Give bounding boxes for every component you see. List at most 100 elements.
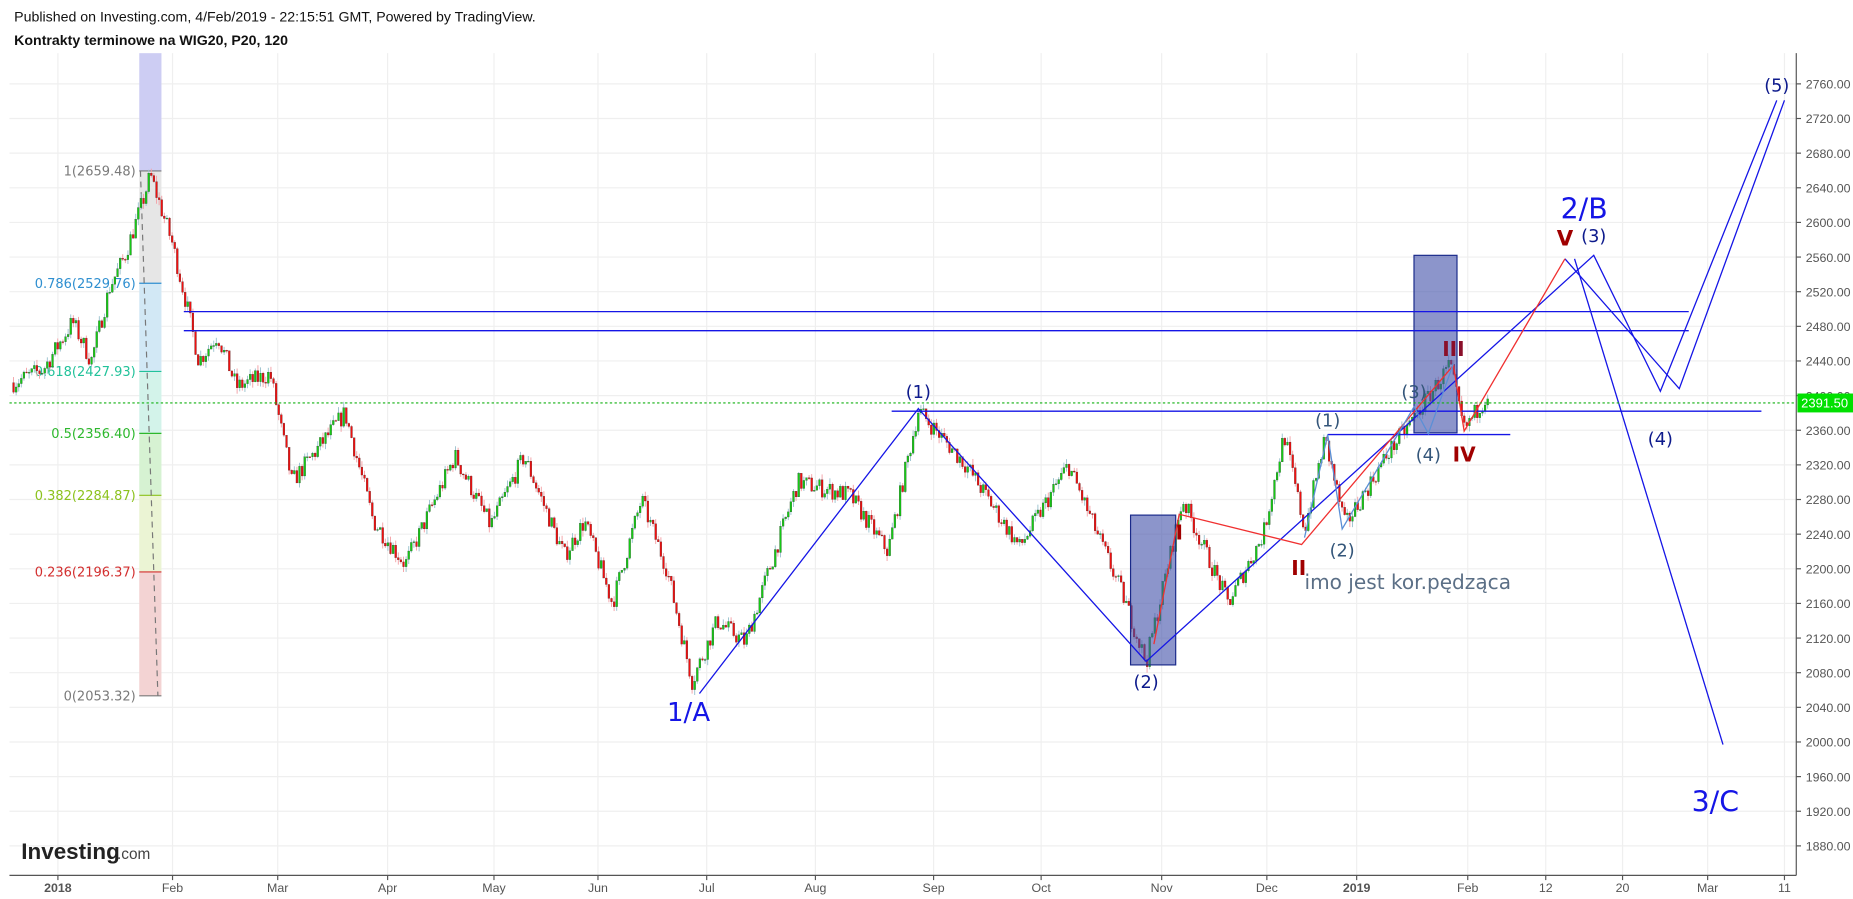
x-tick-label: Apr [378,881,397,895]
candle-body [181,281,184,293]
candle-body [30,368,33,373]
candle-body [1346,512,1349,515]
candle-body [54,342,57,355]
candle-body [982,484,985,493]
drawings[interactable] [9,100,1797,745]
candle-body [360,466,363,476]
candle-body [217,343,220,346]
candle-body [802,480,805,489]
candle-body [925,408,928,419]
candle-body [769,568,772,570]
candle-body [433,499,436,506]
candle-body [267,371,270,384]
candle-body [1127,601,1130,606]
candle-body [548,508,551,527]
candle-body [311,453,314,457]
axes[interactable]: 1880.00 1920.00 1960.00 2000.00 2040.00 2080.… [9,53,1853,895]
candle-body [301,466,304,477]
candle-body [1034,513,1037,517]
y-tick-label: 1960.00 [1806,770,1851,784]
candle-body [1114,576,1117,578]
candle-body [415,541,418,547]
candle-body [1294,467,1297,484]
candle-body [810,477,813,492]
wave-label: (4) [1648,430,1673,450]
candle-body [761,585,764,599]
candle-body [1273,479,1276,500]
candle-body [1278,461,1281,473]
candle-body [503,491,506,497]
candle-body [698,658,701,668]
highlight-rectangle[interactable] [1413,254,1458,434]
minor-wave-line[interactable] [1303,363,1455,538]
candle-body [1023,539,1026,543]
fib-level-label: 0.382(2284.87) [35,489,136,504]
candle-body [67,334,70,337]
candle-body [191,312,194,332]
candle-body [178,273,181,282]
candle-body [516,459,519,484]
candle-body [826,489,829,494]
candle-body [639,506,642,513]
candle-body [610,598,613,602]
candle-body [1091,513,1094,515]
candle-body [22,371,25,379]
candle-body [995,505,998,508]
candle-body [527,460,530,463]
candle-body [262,373,265,383]
wave-label: (4) [1416,446,1441,466]
candle-body [158,197,161,200]
candle-body [1101,533,1104,542]
candle-body [350,426,353,438]
candle-body [264,382,267,384]
alt-wave-line[interactable] [1564,100,1786,390]
candle-body [857,495,860,502]
published-note: Published on Investing.com, 4/Feb/2019 -… [14,9,536,25]
candle-body [1265,522,1268,525]
candle-body [1335,480,1338,485]
candle-body [636,512,639,517]
candle-body [90,356,93,365]
candle-body [1179,511,1182,521]
candle-body [1296,483,1299,493]
y-tick-label: 2320.00 [1806,459,1851,473]
candle-body [1289,441,1292,455]
wave-label: III [1442,337,1464,361]
candle-body [87,358,90,365]
candle-body [254,370,257,382]
candle-body [1343,507,1346,515]
candle-body [48,361,51,368]
candle-body [381,527,384,544]
candle-body [488,508,491,528]
main-wave-line[interactable] [698,100,1778,694]
candle-body [12,382,15,393]
candle-body [987,489,990,497]
candle-body [990,496,993,507]
candle-body [329,424,332,436]
candle-body [756,612,759,615]
highlight-rectangle[interactable] [1129,514,1177,666]
wave-label: I [1175,521,1182,545]
candle-body [1075,471,1078,484]
candle-body [347,423,350,427]
candle-body [298,466,301,484]
fibonacci-retracement[interactable]: 1(2659.48) 0.786(2529.76) 0.618(2427.93) 0.… [35,53,162,705]
candle-body [691,676,694,690]
candle-body [405,559,408,567]
y-tick-label: 2040.00 [1806,701,1851,715]
candle-body [1083,497,1086,501]
candle-body [38,370,41,374]
candle-body [821,479,824,498]
candle-body [457,450,460,466]
candle-body [332,420,335,425]
x-tick-label: Aug [804,881,826,895]
candle-body [1182,504,1185,512]
c-wave-line[interactable] [1573,258,1724,745]
candle-body [763,575,766,586]
candle-body [766,568,769,576]
x-tick-label: Dec [1256,881,1278,895]
candle-body [1078,483,1081,491]
candle-body [98,320,101,332]
